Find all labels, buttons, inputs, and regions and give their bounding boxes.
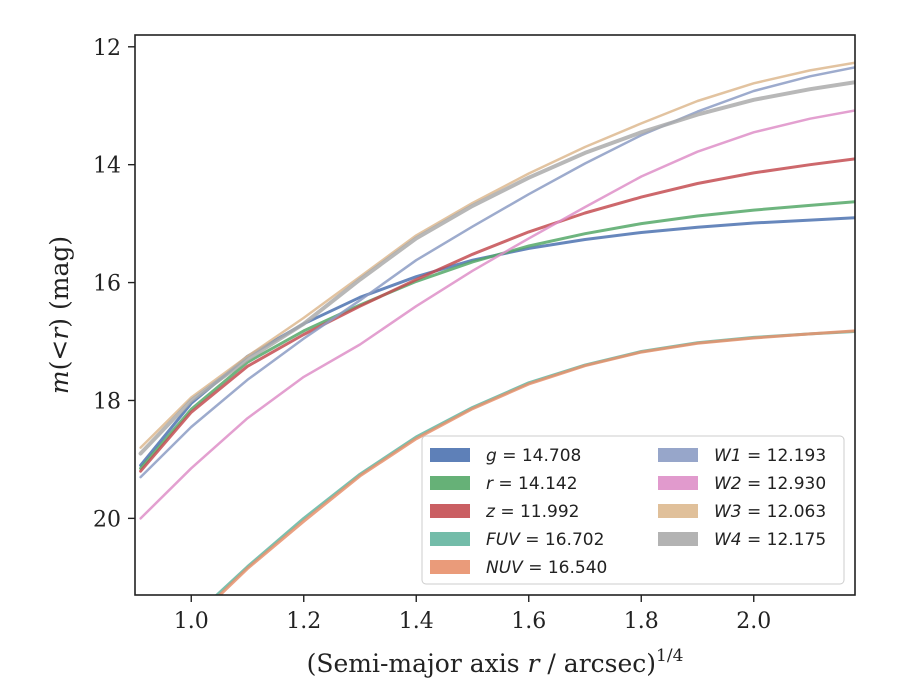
legend-box <box>421 435 845 585</box>
series-line-nuv <box>217 329 855 595</box>
series-line-w4 <box>138 80 855 456</box>
y-tick-label: 18 <box>93 389 121 414</box>
legend-label-w2: W2 = 12.930 <box>714 474 826 494</box>
legend-swatch-g <box>430 448 470 462</box>
legend-swatch-w2 <box>658 476 698 490</box>
series-line-w2 <box>139 109 855 520</box>
legend-label-fuv: FUV = 16.702 <box>486 530 604 550</box>
legend-label-w4: W4 = 12.175 <box>714 530 826 550</box>
x-tick-label: 1.8 <box>624 609 659 634</box>
series-layer <box>138 61 855 595</box>
y-axis-label: m(<r) (mag) <box>45 236 74 394</box>
legend: g = 14.708 r = 14.142 z = 11.992 FUV = 16.7… <box>421 435 845 585</box>
x-tick-label: 2.0 <box>736 609 771 634</box>
legend-label-w1: W1 = 12.193 <box>714 446 826 466</box>
legend-swatch-nuv <box>430 560 470 574</box>
legend-swatch-fuv <box>430 532 470 546</box>
x-axis-label: (Semi-major axis r / arcsec)1/4 <box>307 646 684 678</box>
x-tick-label: 1.0 <box>174 609 209 634</box>
y-tick-label: 16 <box>93 272 121 297</box>
y-tick-label: 12 <box>93 36 121 61</box>
legend-swatch-z <box>430 504 470 518</box>
legend-label-r: r = 14.142 <box>486 474 578 494</box>
y-tick-label: 14 <box>93 154 121 179</box>
legend-label-nuv: NUV = 16.540 <box>486 558 607 578</box>
series-line-w3 <box>139 61 855 449</box>
legend-swatch-w4 <box>658 532 698 546</box>
x-tick-label: 1.4 <box>399 609 434 634</box>
plot-frame <box>134 34 856 596</box>
legend-label-w3: W3 = 12.063 <box>714 502 826 522</box>
legend-label-z: z = 11.992 <box>485 502 579 522</box>
series-line-w1 <box>139 66 855 479</box>
y-tick-label: 20 <box>93 507 121 532</box>
legend-swatch-r <box>430 476 470 490</box>
legend-swatch-w1 <box>658 448 698 462</box>
legend-swatch-w3 <box>658 504 698 518</box>
series-line-z <box>139 157 855 473</box>
x-tick-label: 1.2 <box>286 609 321 634</box>
legend-label-g: g = 14.708 <box>486 446 581 466</box>
x-tick-label: 1.6 <box>511 609 546 634</box>
ticks-layer: 1.0 1.2 1.4 1.6 1.8 2.0 12 14 16 18 20 <box>93 36 771 634</box>
